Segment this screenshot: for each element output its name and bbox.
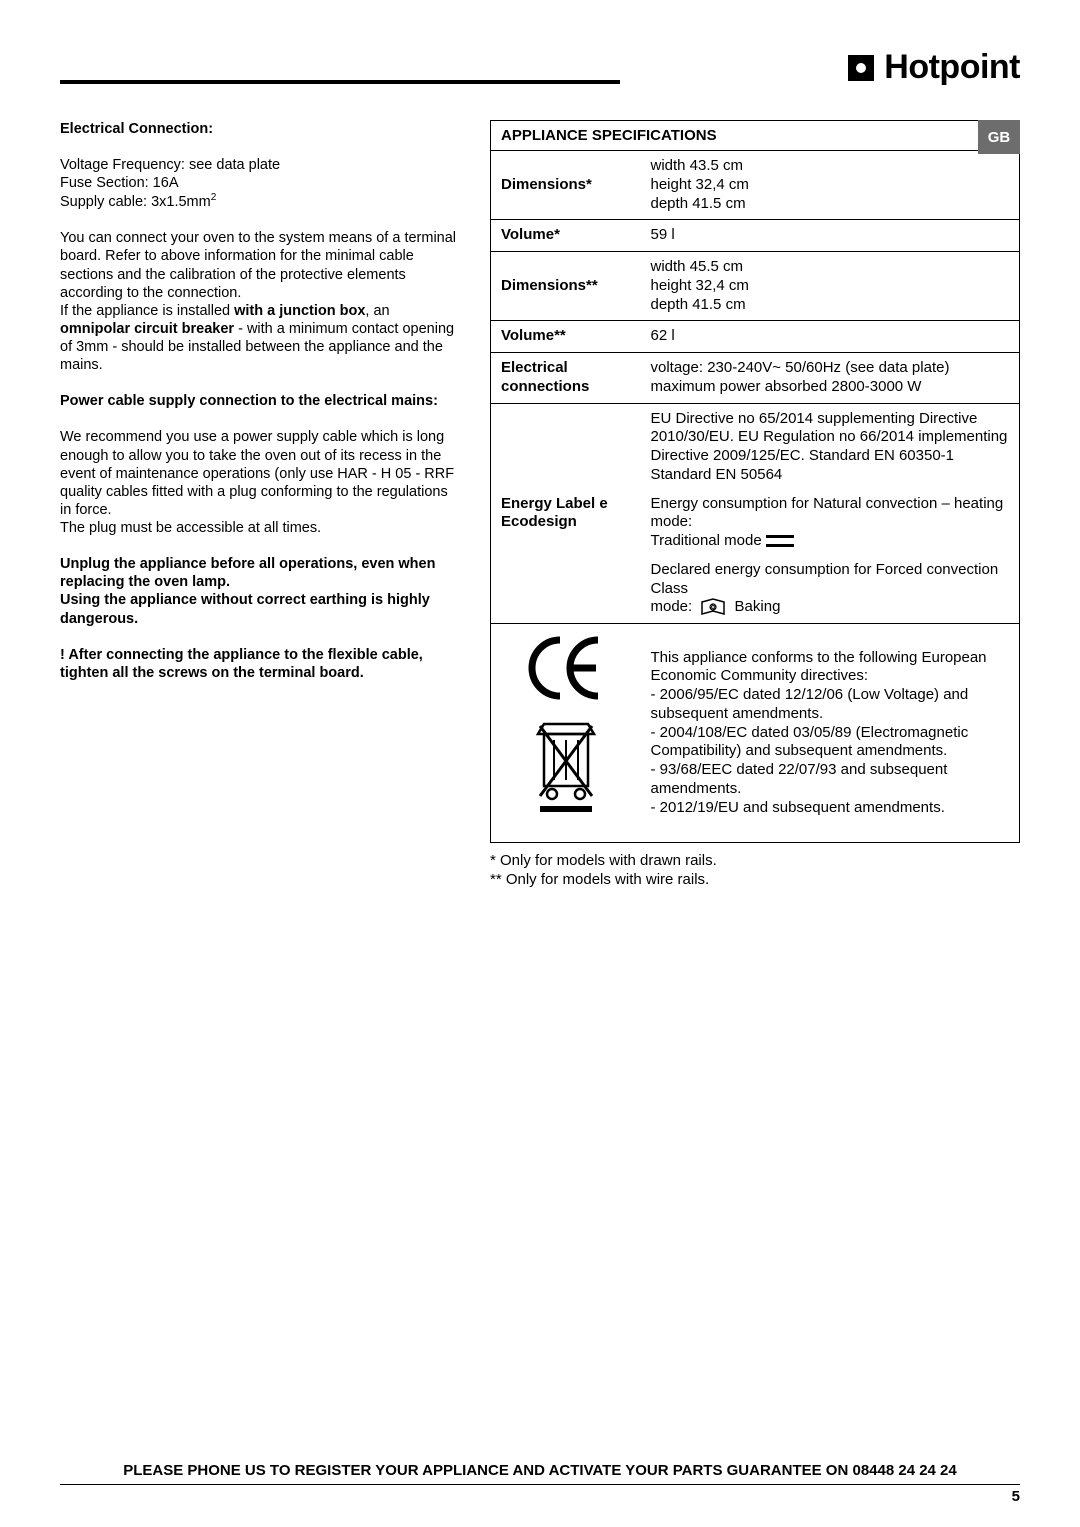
footer-text: PLEASE PHONE US TO REGISTER YOUR APPLIAN… <box>0 1462 1080 1479</box>
table-row: Dimensions* width 43.5 cm height 32,4 cm… <box>491 151 1020 220</box>
table-row: Electrical connections voltage: 230-240V… <box>491 353 1020 404</box>
table-row: Energy Label e Ecodesign EU Directive no… <box>491 403 1020 624</box>
para-3: If the appliance is installed with a jun… <box>60 302 460 375</box>
fuse-line: Fuse Section: 16A <box>60 174 460 192</box>
fan-mode-icon <box>700 598 726 616</box>
header-rule <box>60 80 620 84</box>
voltage-line: Voltage Frequency: see data plate <box>60 156 460 174</box>
page: Hotpoint GB Electrical Connection: Volta… <box>0 0 1080 920</box>
vol1-value: 59 l <box>641 220 1020 252</box>
footnote-2: ** Only for models with wire rails. <box>490 870 1020 890</box>
ce-text: This appliance conforms to the following… <box>641 624 1020 843</box>
dim1-label: Dimensions* <box>491 151 641 220</box>
heading-power-cable: Power cable supply connection to the ele… <box>60 392 460 410</box>
energy-label: Energy Label e Ecodesign <box>491 403 641 624</box>
right-column: APPLIANCE SPECIFICATIONS Dimensions* wid… <box>490 120 1020 890</box>
para-4: We recommend you use a power supply cabl… <box>60 428 460 519</box>
vol2-value: 62 l <box>641 321 1020 353</box>
dim1-value: width 43.5 cm height 32,4 cm depth 41.5 … <box>641 151 1020 220</box>
para-7: Using the appliance without correct eart… <box>60 591 460 627</box>
footnotes: * Only for models with drawn rails. ** O… <box>490 851 1020 890</box>
footer-rule <box>60 1484 1020 1485</box>
region-badge: GB <box>978 120 1020 154</box>
para-8: ! After connecting the appliance to the … <box>60 646 460 682</box>
dim2-label: Dimensions** <box>491 252 641 321</box>
page-number: 5 <box>1012 1488 1020 1505</box>
left-column: Electrical Connection: Voltage Frequency… <box>60 120 460 890</box>
ce-icon-cell <box>491 624 641 843</box>
spec-table: APPLIANCE SPECIFICATIONS Dimensions* wid… <box>490 120 1020 843</box>
spec-lines: Voltage Frequency: see data plate Fuse S… <box>60 156 460 211</box>
brand-icon <box>848 55 874 81</box>
warnings: Unplug the appliance before all operatio… <box>60 555 460 628</box>
dim2-value: width 45.5 cm height 32,4 cm depth 41.5 … <box>641 252 1020 321</box>
heating-mode-icon <box>766 535 794 547</box>
table-row: Volume* 59 l <box>491 220 1020 252</box>
brand-logo: Hotpoint <box>848 48 1020 87</box>
table-row: Dimensions** width 45.5 cm height 32,4 c… <box>491 252 1020 321</box>
energy-value: EU Directive no 65/2014 supplementing Di… <box>641 403 1020 624</box>
elec-label: Electrical connections <box>491 353 641 404</box>
content: Electrical Connection: Voltage Frequency… <box>60 120 1020 890</box>
cable-line: Supply cable: 3x1.5mm2 <box>60 192 460 211</box>
para-6: Unplug the appliance before all operatio… <box>60 555 460 591</box>
para-connection: You can connect your oven to the system … <box>60 229 460 374</box>
para-block-4: We recommend you use a power supply cabl… <box>60 428 460 537</box>
heading-electrical: Electrical Connection: <box>60 120 460 138</box>
brand-text: Hotpoint <box>884 48 1020 87</box>
table-row: Volume** 62 l <box>491 321 1020 353</box>
vol2-label: Volume** <box>491 321 641 353</box>
elec-value: voltage: 230-240V~ 50/60Hz (see data pla… <box>641 353 1020 404</box>
ce-weee-icon <box>526 630 606 830</box>
table-row: This appliance conforms to the following… <box>491 624 1020 843</box>
spec-title: APPLIANCE SPECIFICATIONS <box>491 121 1020 151</box>
para-2: You can connect your oven to the system … <box>60 229 460 302</box>
vol1-label: Volume* <box>491 220 641 252</box>
para-5: The plug must be accessible at all times… <box>60 519 460 537</box>
footnote-1: * Only for models with drawn rails. <box>490 851 1020 871</box>
table-header-row: APPLIANCE SPECIFICATIONS <box>491 121 1020 151</box>
